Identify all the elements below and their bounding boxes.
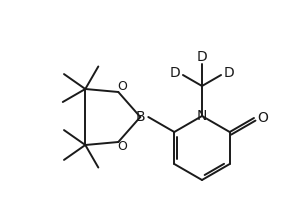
Text: O: O <box>257 111 268 125</box>
Text: B: B <box>135 110 145 124</box>
Text: D: D <box>224 66 235 80</box>
Text: D: D <box>197 50 207 64</box>
Text: O: O <box>117 81 127 94</box>
Text: D: D <box>170 66 180 80</box>
Text: N: N <box>197 109 207 123</box>
Text: O: O <box>117 140 127 154</box>
